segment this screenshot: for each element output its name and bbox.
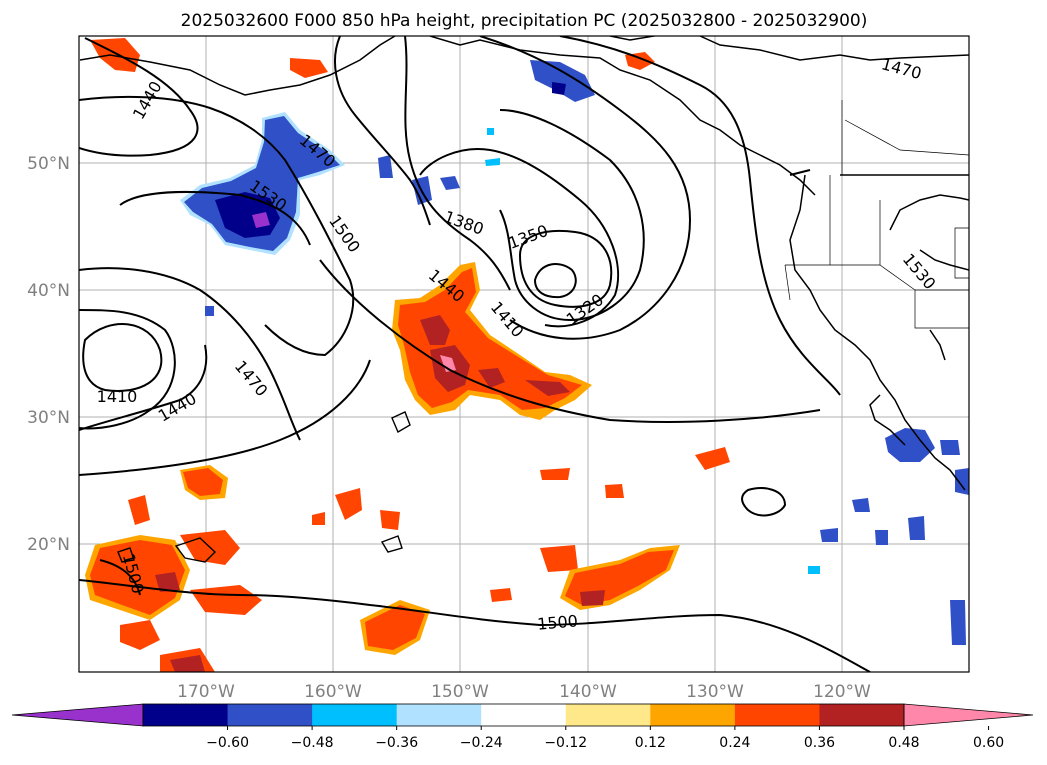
political-borders [784,100,969,329]
lon-label: 170°W [177,682,235,702]
colorbar-segment [819,704,905,726]
coastlines [79,36,969,491]
colorbar-extend-low [12,704,143,726]
colorbar-tick-label: 0.36 [804,735,835,751]
lon-label: 120°W [813,682,871,702]
colorbar-extend-high [904,704,1033,726]
map-title: 2025032600 F000 850 hPa height, precipit… [181,11,868,31]
lon-label: 130°W [686,682,744,702]
colorbar-outline [142,703,905,727]
colorbar-tick-label: −0.12 [544,735,587,751]
longitude-labels: 170°W 160°W 150°W 140°W 130°W 120°W [177,682,871,702]
colorbar-segment [312,704,398,726]
lon-label: 150°W [431,682,489,702]
lat-label: 30°N [27,408,70,428]
height-contours [79,36,871,672]
colorbar-tick-label: −0.24 [460,735,503,751]
colorbar-tick-label: −0.48 [291,735,334,751]
contour-label: 1410 [97,387,138,406]
colorbar-segment [650,704,736,726]
colorbar-segment [227,704,313,726]
colorbar-segment [565,704,651,726]
colorbar-ticks: −0.60 −0.48 −0.36 −0.24 −0.12 0.12 0.24 0.36 0.4… [206,726,1004,751]
colorbar: −0.60 −0.48 −0.36 −0.24 −0.12 0.12 0.24 0.36 0.4… [11,703,1034,751]
colorbar-tick-label: −0.60 [206,735,249,751]
latitude-labels: 50°N 40°N 30°N 20°N [27,154,70,555]
lat-label: 50°N [27,154,70,174]
colorbar-tick-label: 0.24 [719,735,750,751]
map-panel: 1440 1470 1530 1500 1380 1350 1440 1410 … [78,35,970,673]
colorbar-segment [481,704,567,726]
lon-label: 140°W [559,682,617,702]
colorbar-segment [396,704,482,726]
colorbar-segment [143,704,229,726]
colorbar-tick-label: 0.60 [973,735,1004,751]
precip-negative-areas [180,60,969,645]
contour-label: 1500 [536,611,578,633]
lon-label: 160°W [304,682,362,702]
colorbar-tick-label: 0.12 [635,735,666,751]
islands [117,411,411,563]
lat-label: 40°N [27,281,70,301]
colorbar-tick-label: −0.36 [375,735,418,751]
lat-label: 20°N [27,535,70,555]
colorbar-segment [734,704,820,726]
colorbar-tick-label: 0.48 [888,735,919,751]
precip-positive-areas [85,38,730,672]
map-frame [78,35,970,673]
colorbar-segments [12,704,1033,726]
